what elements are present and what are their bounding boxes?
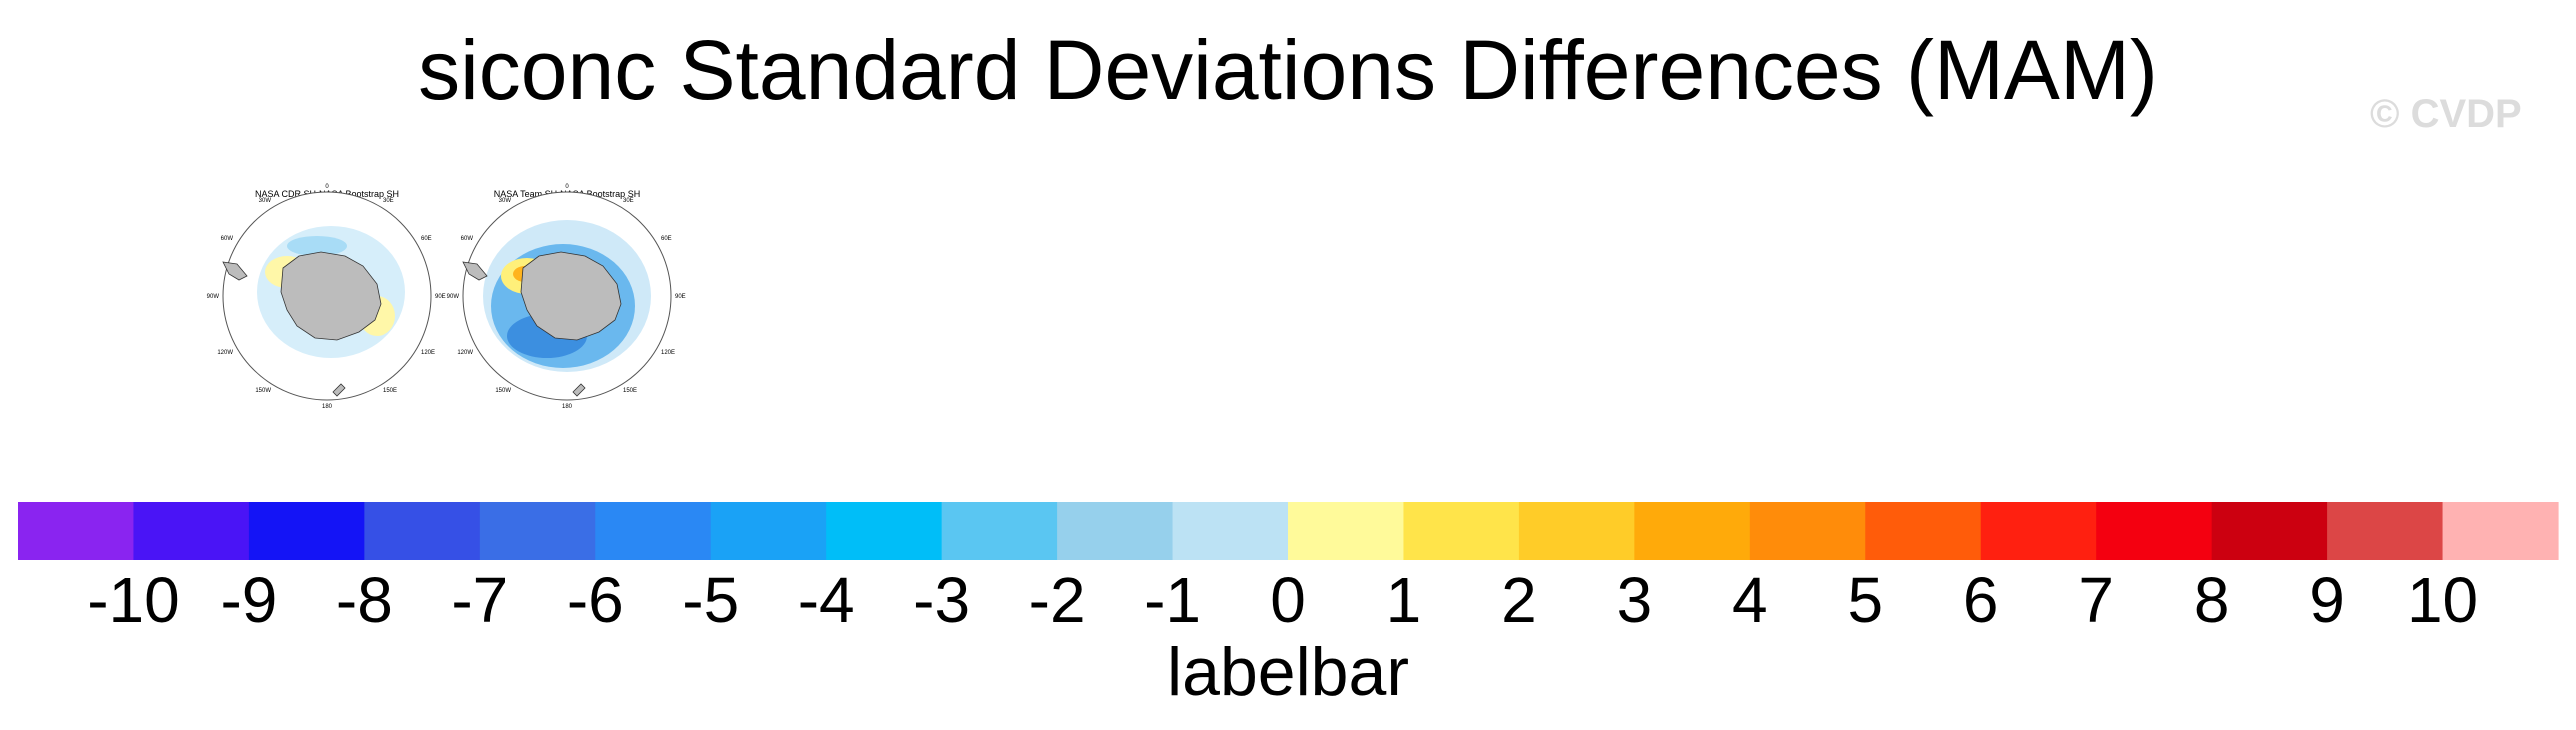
panel-2-lon-label: 60E	[661, 236, 672, 242]
panel-1-new-zealand	[332, 383, 346, 397]
labelbar-tick-label: 6	[1963, 564, 1999, 636]
labelbar-ticks: -10 -9 -8 -7 -6 -5 -4 -3 -2 -1 0 1 2 3 4 5 6 7 8 9 10	[87, 564, 2478, 636]
figure-title: siconc Standard Deviations Differences (…	[418, 23, 2158, 117]
labelbar-tick-label: -5	[682, 564, 739, 636]
panel-1-lon-label: 30W	[259, 198, 272, 204]
labelbar-box	[1865, 502, 1982, 560]
labelbar-box	[2211, 502, 2328, 560]
panel-1-lon-label: 60W	[221, 236, 234, 242]
panel-1-lon-label: 60E	[421, 236, 432, 242]
panel-2-lon-label: 0	[565, 184, 569, 190]
labelbar-tick-label: 1	[1386, 564, 1422, 636]
labelbar-tick-label: -6	[567, 564, 624, 636]
labelbar-box	[1172, 502, 1289, 560]
panel-2: NASA Team SH-NASA Bootstrap SH 0 30E 60E…	[447, 184, 686, 410]
panel-2-new-zealand	[572, 383, 586, 397]
labelbar-title: labelbar	[1167, 634, 1409, 710]
panel-1-lon-label: 120W	[217, 350, 233, 356]
panel-1-lon-label: 30E	[383, 198, 394, 204]
labelbar-tick-label: -10	[87, 564, 180, 636]
panel-1-lon-label: 90W	[207, 294, 220, 300]
panel-2-lon-label: 90W	[447, 294, 460, 300]
labelbar-box	[2096, 502, 2213, 560]
labelbar-box	[364, 502, 481, 560]
labelbar: -10 -9 -8 -7 -6 -5 -4 -3 -2 -1 0 1 2 3 4 5 6 7 8 9 10	[18, 502, 2559, 636]
labelbar-box	[1518, 502, 1635, 560]
panel-2-lon-label: 120E	[661, 350, 675, 356]
panel-2-lon-label: 30W	[499, 198, 512, 204]
labelbar-box	[2327, 502, 2444, 560]
labelbar-box	[479, 502, 596, 560]
panel-1-lon-label: 90E	[435, 294, 446, 300]
panel-2-antarctica	[520, 251, 622, 341]
panel-2-south-america	[462, 261, 488, 281]
labelbar-box	[826, 502, 943, 560]
labelbar-tick-label: 5	[1847, 564, 1883, 636]
cvdp-watermark: © CVDP	[2370, 92, 2522, 136]
labelbar-box	[2442, 502, 2559, 560]
labelbar-box	[133, 502, 250, 560]
labelbar-box	[1057, 502, 1174, 560]
labelbar-tick-label: -3	[913, 564, 970, 636]
panel-2-lon-label: 60W	[461, 236, 474, 242]
polar-maps: NASA CDR SH-NASA Bootstrap SH 0 30E 60E …	[207, 184, 686, 410]
labelbar-box	[1980, 502, 2097, 560]
panel-2-lon-label: 180	[562, 404, 573, 410]
labelbar-tick-label: 10	[2407, 564, 2478, 636]
labelbar-tick-label: -9	[220, 564, 277, 636]
labelbar-box	[18, 502, 135, 560]
labelbar-tick-label: 3	[1617, 564, 1653, 636]
labelbar-box	[595, 502, 712, 560]
labelbar-tick-label: 4	[1732, 564, 1768, 636]
panel-1-south-america	[222, 261, 248, 281]
panel-1: NASA CDR SH-NASA Bootstrap SH 0 30E 60E …	[207, 184, 446, 410]
labelbar-tick-label: -1	[1144, 564, 1201, 636]
panel-2-lon-label: 30E	[623, 198, 634, 204]
labelbar-box	[1634, 502, 1751, 560]
labelbar-tick-label: -2	[1029, 564, 1086, 636]
labelbar-tick-label: 0	[1270, 564, 1306, 636]
panel-2-lon-label: 150W	[495, 388, 511, 394]
panel-1-lon-label: 0	[325, 184, 329, 190]
panel-1-lon-label: 150E	[383, 388, 397, 394]
labelbar-box	[248, 502, 365, 560]
panel-2-lon-label: 90E	[675, 294, 686, 300]
panel-1-lon-label: 120E	[421, 350, 435, 356]
labelbar-boxes	[18, 502, 2559, 560]
panel-1-lon-label: 150W	[255, 388, 271, 394]
labelbar-tick-label: 9	[2309, 564, 2345, 636]
labelbar-tick-label: -7	[451, 564, 508, 636]
panel-2-lon-label: 120W	[457, 350, 473, 356]
labelbar-box	[1403, 502, 1520, 560]
labelbar-tick-label: 8	[2194, 564, 2230, 636]
labelbar-tick-label: -4	[798, 564, 855, 636]
labelbar-box	[1749, 502, 1866, 560]
panel-2-lon-label: 150E	[623, 388, 637, 394]
labelbar-tick-label: 2	[1501, 564, 1537, 636]
labelbar-box	[1288, 502, 1405, 560]
panel-1-antarctica	[280, 251, 382, 341]
panel-1-lon-label: 180	[322, 404, 333, 410]
labelbar-tick-label: -8	[336, 564, 393, 636]
labelbar-tick-label: 7	[2078, 564, 2114, 636]
panel-1-anomaly-north	[287, 236, 347, 256]
labelbar-box	[941, 502, 1058, 560]
labelbar-box	[710, 502, 827, 560]
